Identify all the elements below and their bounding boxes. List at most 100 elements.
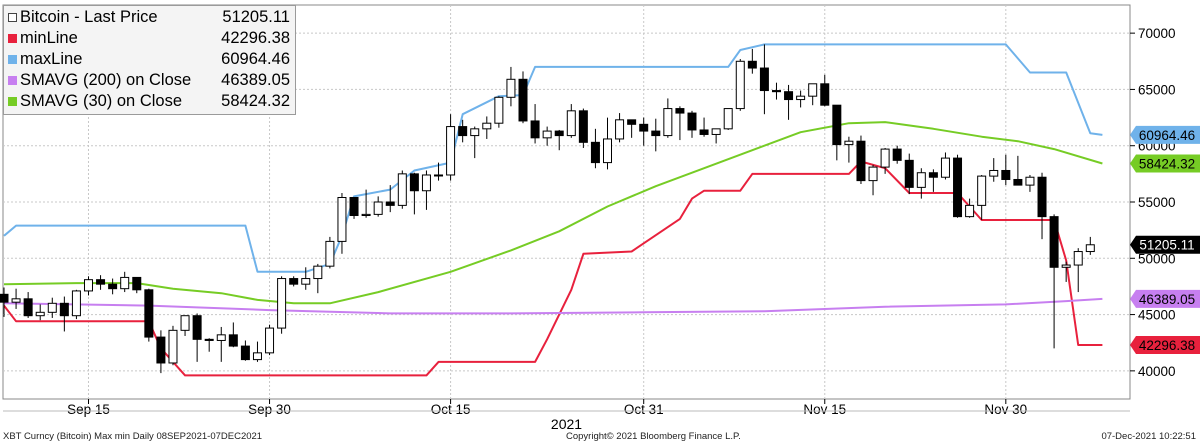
candle-body <box>108 283 118 290</box>
footer-timestamp: 07-Dec-2021 10:22:51 <box>1101 431 1196 442</box>
candle <box>651 118 661 152</box>
candle <box>687 110 697 138</box>
candle <box>446 114 456 181</box>
candle-body <box>796 95 806 101</box>
value-tag-text: 42296.38 <box>1139 338 1195 353</box>
candle-body <box>349 196 359 217</box>
candle <box>289 276 299 287</box>
candle-body <box>566 110 576 137</box>
candle <box>1049 214 1059 349</box>
x-axis-label: 2021 <box>551 416 582 432</box>
candle-body <box>180 315 190 331</box>
candle-body <box>1025 176 1035 186</box>
candle <box>796 90 806 108</box>
legend-value: 58424.32 <box>221 92 290 110</box>
candle <box>506 66 516 107</box>
value-tag: 58424.32 <box>1130 154 1200 173</box>
candle <box>1061 261 1071 282</box>
legend-value: 46389.05 <box>221 71 290 89</box>
candle <box>928 169 938 192</box>
candle <box>603 117 612 170</box>
candle-body <box>373 201 383 215</box>
candle <box>566 104 576 138</box>
candle-body <box>856 140 866 182</box>
candle-body <box>409 173 419 192</box>
candle <box>965 198 975 218</box>
candle <box>1037 172 1047 240</box>
candle-body <box>23 298 33 317</box>
candle <box>397 170 407 209</box>
candle <box>337 192 347 254</box>
candle-body <box>554 130 564 137</box>
candle <box>615 113 625 143</box>
y-tick-label: 55000 <box>1138 195 1176 210</box>
candle-body <box>747 60 757 69</box>
series-line-smavg-30 <box>3 121 1103 305</box>
candle <box>856 135 866 184</box>
candle-body <box>518 78 528 122</box>
candle-body <box>1073 251 1083 266</box>
candle-body <box>434 174 444 177</box>
x-tick-label: Sep 15 <box>67 402 110 417</box>
legend-value: 60964.46 <box>221 50 290 68</box>
candle <box>482 116 492 139</box>
candle <box>421 170 431 210</box>
candle <box>132 276 142 294</box>
y-tick-label: 65000 <box>1138 82 1176 97</box>
candle-body <box>735 60 745 110</box>
candle <box>240 340 250 361</box>
candle <box>590 128 600 169</box>
candle-body <box>506 78 516 98</box>
value-tag: 46389.05 <box>1130 289 1200 308</box>
footer-copyright: Copyright© 2021 Bloomberg Finance L.P. <box>566 431 741 442</box>
series-line-smavg-200 <box>3 297 1103 315</box>
legend-row: minLine 42296.38 <box>4 28 295 49</box>
candle <box>1025 174 1035 192</box>
value-tag-bg <box>1130 125 1200 144</box>
candle-body <box>192 315 202 340</box>
candle <box>518 71 528 124</box>
candle <box>35 304 45 321</box>
candle-body <box>844 140 854 146</box>
candle <box>204 338 214 352</box>
candle-body <box>675 108 685 114</box>
candle <box>771 82 781 100</box>
candle-body <box>168 329 178 364</box>
candle <box>880 147 890 174</box>
value-tag-bg <box>1130 289 1200 308</box>
candle-body <box>904 159 914 188</box>
candle <box>808 83 818 106</box>
series-line-maxline <box>3 43 1103 273</box>
legend-swatch <box>8 34 17 43</box>
candle <box>96 275 106 290</box>
candle-body <box>651 130 661 137</box>
candle-body <box>277 278 287 329</box>
candle-body <box>771 90 781 93</box>
legend-value: 42296.38 <box>221 29 290 47</box>
candle <box>23 292 33 318</box>
candle-body <box>615 119 625 140</box>
candle-body <box>639 123 649 132</box>
candle-body <box>35 311 45 317</box>
candle <box>83 276 93 296</box>
candle <box>530 104 540 144</box>
candle-body <box>699 129 709 135</box>
x-tick-label: Oct 31 <box>624 402 664 417</box>
candle-body <box>759 67 769 92</box>
x-tick-label: Oct 15 <box>431 402 471 417</box>
candle-body <box>458 126 468 137</box>
candle-body <box>265 327 275 354</box>
value-tag: 60964.46 <box>1130 125 1200 144</box>
candle-body <box>892 148 902 161</box>
candle <box>156 330 166 374</box>
candle-body <box>71 290 81 317</box>
value-tag-bg <box>1130 154 1200 173</box>
candle <box>832 104 842 161</box>
legend-row: SMAVG (200) on Close 46389.05 <box>4 70 295 91</box>
candle <box>953 154 963 218</box>
candle <box>71 289 81 320</box>
value-tag-text: 46389.05 <box>1139 292 1195 307</box>
legend-swatch <box>8 76 17 85</box>
candle-body <box>337 196 347 242</box>
candlesticks <box>0 44 1095 374</box>
